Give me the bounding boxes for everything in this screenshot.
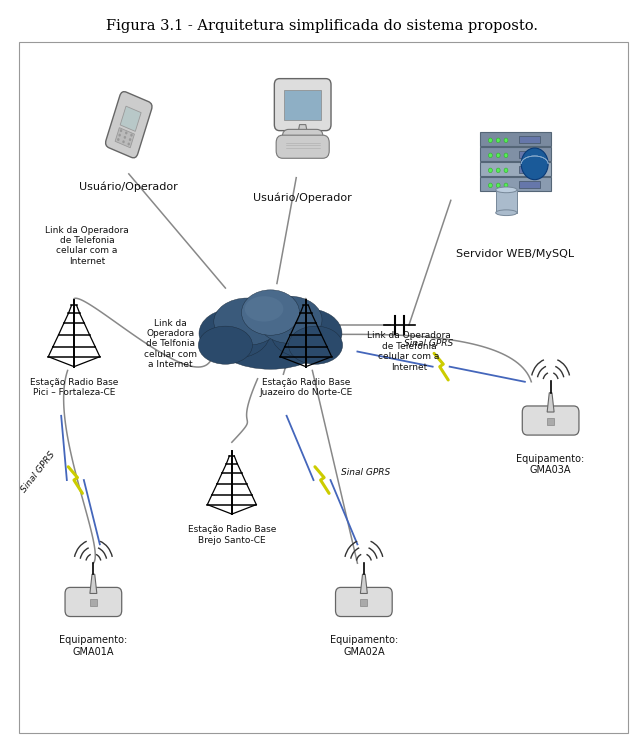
Ellipse shape bbox=[199, 308, 270, 358]
Text: Usuário/Operador: Usuário/Operador bbox=[253, 193, 352, 203]
Circle shape bbox=[521, 148, 548, 180]
Circle shape bbox=[128, 143, 130, 145]
Ellipse shape bbox=[258, 296, 322, 343]
FancyBboxPatch shape bbox=[120, 106, 141, 132]
Text: Sinal GPRS: Sinal GPRS bbox=[404, 339, 453, 348]
FancyBboxPatch shape bbox=[90, 600, 97, 606]
Ellipse shape bbox=[271, 308, 342, 358]
Text: Usuário/Operador: Usuário/Operador bbox=[79, 181, 178, 192]
FancyBboxPatch shape bbox=[282, 129, 323, 150]
Text: Equipamento:
GMA01A: Equipamento: GMA01A bbox=[59, 635, 128, 657]
Ellipse shape bbox=[496, 187, 517, 193]
Circle shape bbox=[124, 136, 126, 139]
Text: Equipamento:
GMA03A: Equipamento: GMA03A bbox=[516, 454, 585, 476]
Ellipse shape bbox=[245, 296, 283, 321]
Text: Link da Operadora
de Telefonia
celular com a
Internet: Link da Operadora de Telefonia celular c… bbox=[367, 331, 451, 372]
Text: Equipamento:
GMA02A: Equipamento: GMA02A bbox=[330, 635, 398, 657]
Polygon shape bbox=[90, 575, 97, 593]
FancyBboxPatch shape bbox=[115, 128, 135, 147]
Circle shape bbox=[504, 183, 508, 187]
FancyBboxPatch shape bbox=[480, 177, 551, 191]
Circle shape bbox=[504, 168, 508, 172]
Circle shape bbox=[504, 138, 508, 143]
FancyBboxPatch shape bbox=[518, 151, 540, 158]
FancyBboxPatch shape bbox=[274, 79, 331, 131]
FancyBboxPatch shape bbox=[106, 91, 152, 158]
Text: Link da
Operadora
de Telfonia
celular com
a Internet: Link da Operadora de Telfonia celular co… bbox=[144, 319, 197, 369]
Text: Servidor WEB/MySQL: Servidor WEB/MySQL bbox=[456, 249, 574, 259]
Text: Estação Radio Base
Brejo Santo-CE: Estação Radio Base Brejo Santo-CE bbox=[187, 525, 276, 545]
Text: Sinal GPRS: Sinal GPRS bbox=[20, 451, 57, 494]
Ellipse shape bbox=[214, 310, 327, 369]
FancyBboxPatch shape bbox=[65, 587, 122, 617]
Circle shape bbox=[488, 153, 493, 157]
Circle shape bbox=[130, 134, 133, 137]
Circle shape bbox=[488, 168, 493, 172]
Circle shape bbox=[488, 183, 493, 187]
Circle shape bbox=[497, 138, 500, 143]
Ellipse shape bbox=[214, 298, 281, 345]
FancyBboxPatch shape bbox=[518, 181, 540, 187]
Circle shape bbox=[497, 153, 500, 157]
Ellipse shape bbox=[198, 326, 252, 364]
FancyBboxPatch shape bbox=[496, 190, 517, 212]
Polygon shape bbox=[547, 393, 554, 412]
FancyBboxPatch shape bbox=[522, 406, 579, 435]
FancyBboxPatch shape bbox=[480, 132, 551, 146]
Ellipse shape bbox=[496, 210, 517, 215]
Polygon shape bbox=[297, 125, 308, 138]
Circle shape bbox=[122, 141, 125, 143]
Circle shape bbox=[118, 134, 121, 137]
FancyBboxPatch shape bbox=[276, 135, 329, 158]
Circle shape bbox=[129, 138, 131, 141]
FancyBboxPatch shape bbox=[336, 587, 392, 617]
Circle shape bbox=[120, 129, 122, 132]
Circle shape bbox=[125, 132, 128, 135]
Circle shape bbox=[497, 168, 500, 172]
Ellipse shape bbox=[289, 326, 343, 364]
Circle shape bbox=[497, 183, 500, 187]
FancyBboxPatch shape bbox=[547, 418, 554, 425]
Text: Estação Radio Base
Juazeiro do Norte-CE: Estação Radio Base Juazeiro do Norte-CE bbox=[260, 378, 352, 398]
FancyBboxPatch shape bbox=[518, 136, 540, 143]
Text: Link da Operadora
de Telefonia
celular com a
Internet: Link da Operadora de Telefonia celular c… bbox=[45, 225, 129, 266]
Circle shape bbox=[117, 138, 120, 141]
Text: Estação Radio Base
Pici – Fortaleza-CE: Estação Radio Base Pici – Fortaleza-CE bbox=[30, 378, 118, 398]
FancyBboxPatch shape bbox=[518, 166, 540, 172]
Circle shape bbox=[488, 138, 493, 143]
FancyBboxPatch shape bbox=[480, 162, 551, 176]
Ellipse shape bbox=[242, 290, 299, 335]
FancyBboxPatch shape bbox=[284, 91, 321, 120]
Text: Sinal GPRS: Sinal GPRS bbox=[341, 468, 390, 477]
FancyBboxPatch shape bbox=[361, 600, 367, 606]
Text: Figura 3.1 - Arquitetura simplificada do sistema proposto.: Figura 3.1 - Arquitetura simplificada do… bbox=[106, 20, 538, 33]
FancyBboxPatch shape bbox=[19, 42, 628, 733]
Circle shape bbox=[504, 153, 508, 157]
FancyBboxPatch shape bbox=[480, 147, 551, 161]
Polygon shape bbox=[361, 575, 367, 593]
